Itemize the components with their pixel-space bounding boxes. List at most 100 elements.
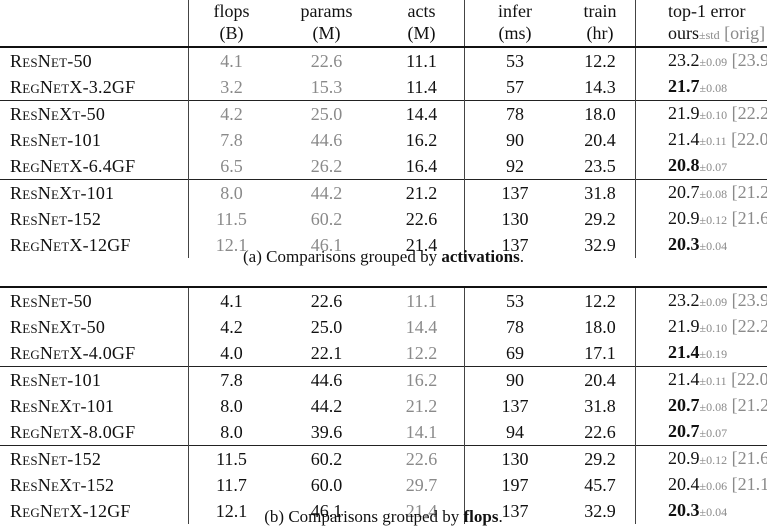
infer-cell: 90 [464,127,565,153]
train-cell: 32.9 [584,235,616,255]
caption-b-suffix: . [498,507,503,526]
error-value: 20.9 [668,448,700,468]
model-name: RegNetX-8.0GF [10,422,136,442]
params-cell: 60.2 [310,209,343,229]
table-row: ResNet-50 4.1 22.6 11.1 53 12.2 23.2±0.09 [23.… [0,46,767,74]
table-row: ResNet-101 7.8 44.6 16.2 90 20.4 21.4±0.11 [22… [0,127,767,153]
table-row: RegNetX-8.0GF 8.0 39.6 14.1 94 22.6 20.7±0.07 [0,419,767,446]
model-name-cell: RegNetX-4.0GF [0,340,189,367]
acts-cell: 21.2 [405,396,438,416]
error-value: 20.7 [668,421,700,441]
table-b-body: ResNet-50 4.1 22.6 11.1 53 12.2 23.2±0.09 [23.… [0,286,767,524]
model-name: RegNetX-3.2GF [10,77,136,97]
params-cell: 46.1 [310,501,343,521]
error-orig: [21.2] [731,182,767,202]
table-b: ResNet-50 4.1 22.6 11.1 53 12.2 23.2±0.09 [23.… [0,286,767,524]
error-std: ±0.07 [699,160,728,174]
flops-cell: 4.0 [188,340,274,367]
params-cell: 25.0 [310,317,343,337]
error-orig: [22.0] [731,369,767,389]
caption-b: (b) Comparisons grouped by flops. [0,507,767,527]
error-std: ±0.09 [699,295,728,309]
flops-cell: 8.0 [188,419,274,446]
flops-cell: 11.5 [188,445,274,472]
model-name: ResNet-50 [10,51,92,71]
error-orig: [23.9] [731,290,767,310]
acts-cell: 11.4 [406,77,437,97]
table-row: ResNeXt-50 4.2 25.0 14.4 78 18.0 21.9±0.10 [22… [0,100,767,127]
header-row-1: flops params acts infer train top-1 erro… [0,0,767,22]
error-cell: 20.7±0.08 [21.2] [635,179,767,206]
header-acts-unit: (M) [407,23,436,43]
error-value: 20.7 [668,182,700,202]
error-std: ±0.08 [699,400,728,414]
infer-cell: 90 [464,366,565,393]
model-name: ResNeXt-50 [10,104,106,124]
error-cell: 21.7±0.08 [635,74,767,101]
error-std: ±0.04 [699,239,728,253]
table-row: ResNet-152 11.5 60.2 22.6 130 29.2 20.9±0.12 [… [0,445,767,472]
infer-cell: 137 [464,232,565,258]
acts-cell: 21.4 [405,235,438,255]
model-name-cell: RegNetX-8.0GF [0,419,189,446]
error-cell: 23.2±0.09 [23.9] [635,286,767,314]
header-acts: acts [407,1,436,21]
header-error: top-1 error [635,0,767,22]
error-cell: 20.8±0.07 [635,153,767,180]
infer-cell: 130 [464,206,565,232]
acts-cell: 11.1 [379,286,465,314]
infer-cell: 137 [464,179,565,206]
table-row: RegNetX-4.0GF 4.0 22.1 12.2 69 17.1 21.4±0.19 [0,340,767,367]
error-std: ±0.10 [699,108,728,122]
params-cell: 44.6 [310,130,343,150]
flops-cell: 6.5 [188,153,274,180]
infer-cell: 53 [464,286,565,314]
header-ours: ours [668,23,699,43]
error-value: 21.4 [668,369,700,389]
params-cell: 22.1 [310,343,343,363]
model-name: ResNet-152 [10,209,102,229]
train-cell: 23.5 [584,156,616,176]
flops-cell: 4.2 [188,314,274,340]
table-row: ResNeXt-101 8.0 44.2 21.2 137 31.8 20.7±0.08 [… [0,393,767,419]
error-std: ±0.07 [699,426,728,440]
acts-cell: 22.6 [379,445,465,472]
error-cell: 20.3±0.04 [635,498,767,524]
model-name-cell: ResNet-50 [0,46,189,74]
model-name: ResNet-101 [10,370,102,390]
caption-a-prefix: (a) Comparisons grouped by [243,247,442,266]
caption-a: (a) Comparisons grouped by activations. [0,247,767,267]
model-name: ResNeXt-101 [10,396,115,416]
error-cell: 20.3±0.04 [635,232,767,258]
error-orig: [22.0] [731,129,767,149]
flops-cell: 7.8 [188,366,274,393]
model-name: ResNeXt-101 [10,183,115,203]
infer-cell: 53 [464,46,565,74]
params-cell: 39.6 [310,422,343,442]
error-std: ±0.04 [699,505,728,519]
train-cell: 31.8 [565,179,636,206]
model-name-cell: RegNetX-6.4GF [0,153,189,180]
infer-cell: 78 [464,100,565,127]
error-orig: [21.2] [731,395,767,415]
caption-b-bold: flops [463,507,499,526]
flops-cell: 4.2 [188,100,274,127]
model-name: RegNetX-4.0GF [10,343,136,363]
error-orig: [22.2] [731,103,767,123]
train-cell: 20.4 [584,130,616,150]
error-value: 21.9 [668,103,700,123]
model-name: RegNetX-12GF [10,501,131,521]
acts-cell: 14.4 [405,317,438,337]
header-name-cell-2 [0,22,189,47]
infer-cell: 130 [464,445,565,472]
train-cell: 29.2 [565,445,636,472]
params-cell: 44.2 [274,179,379,206]
error-orig: [21.6] [731,448,767,468]
acts-cell: 11.1 [379,46,465,74]
error-cell: 21.4±0.19 [635,340,767,367]
model-name: ResNeXt-152 [10,475,115,495]
model-name-cell: RegNetX-3.2GF [0,74,189,101]
header-std: ±std [699,28,720,42]
train-cell: 31.8 [584,396,616,416]
acts-cell: 14.4 [379,100,465,127]
